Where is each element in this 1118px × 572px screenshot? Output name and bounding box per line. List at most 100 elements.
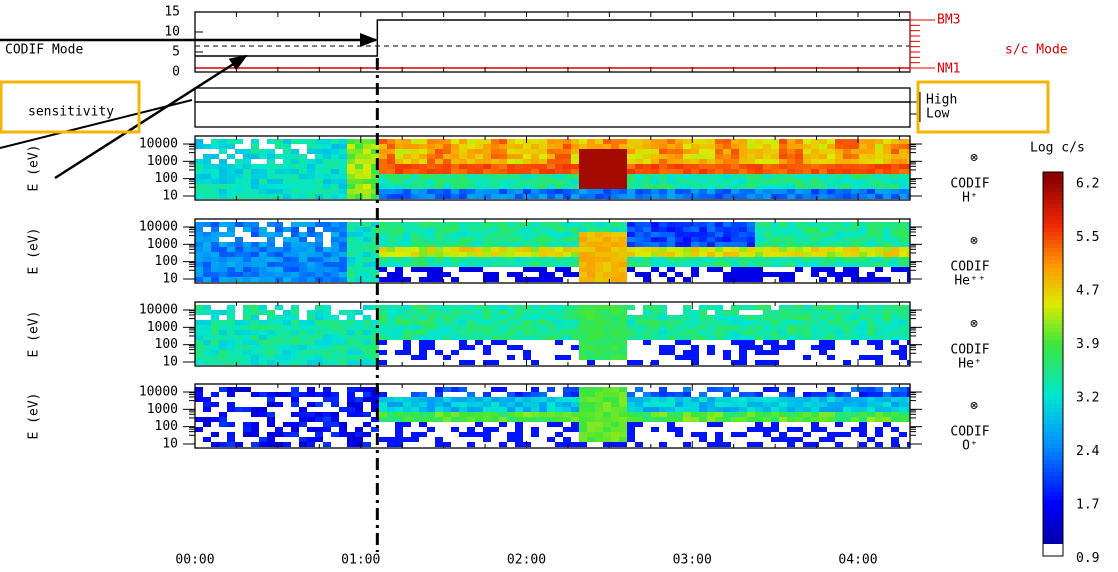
spectrogram-cell: [619, 139, 627, 144]
spectrogram-cell: [459, 237, 467, 242]
spectrogram-cell: [235, 397, 243, 402]
spectrogram-cell: [403, 417, 411, 422]
spectrogram-cell: [203, 360, 211, 365]
spectrogram-cell: [451, 262, 459, 267]
spectrogram-cell: [723, 427, 731, 432]
spectrogram-cell: [515, 305, 523, 310]
spectrogram-cell: [219, 412, 227, 417]
spectrogram-cell: [747, 227, 755, 232]
spectrogram-cell: [443, 232, 451, 237]
spectrogram-cell: [427, 174, 435, 179]
spectrogram-cell: [227, 392, 235, 397]
spectrogram-cell: [555, 310, 563, 315]
spectrogram-cell: [275, 442, 283, 447]
colorbar-label: 0.9: [1076, 551, 1099, 566]
spectrogram-cell: [635, 360, 643, 365]
spectrogram-cell: [475, 345, 483, 350]
spectrogram-cell: [723, 437, 731, 442]
colorbar-label: 5.5: [1076, 230, 1099, 245]
spectrogram-cell: [307, 154, 315, 159]
spectrogram-cell: [411, 397, 419, 402]
spectrogram-cell: [363, 184, 371, 189]
spectrogram-cell: [571, 179, 579, 184]
spectrogram-cell: [883, 149, 891, 154]
spectrogram-cell: [499, 310, 507, 315]
spectrogram-cell: [651, 350, 659, 355]
spectrogram-cell: [667, 169, 675, 174]
spectrogram-cell: [227, 427, 235, 432]
spectrogram-cell: [283, 345, 291, 350]
spectrogram-cell: [363, 189, 371, 194]
spectrogram-cell: [475, 422, 483, 427]
spectrogram-cell: [467, 227, 475, 232]
spectrogram-cell: [891, 360, 899, 365]
spectrogram-cell: [643, 350, 651, 355]
spectrogram-cell: [323, 360, 331, 365]
spectrogram-cell: [755, 432, 763, 437]
spectrogram-cell: [443, 154, 451, 159]
spectrogram-cell: [227, 397, 235, 402]
spectrogram-cell: [755, 305, 763, 310]
spectrogram-cell: [787, 310, 795, 315]
spectrogram-cell: [819, 340, 827, 345]
spectrogram-cell: [259, 325, 267, 330]
spectrogram-cell: [451, 257, 459, 262]
spectrogram-cell: [683, 305, 691, 310]
spectrogram-cell: [219, 397, 227, 402]
spectrogram-cell: [259, 252, 267, 257]
spectrogram-cell: [859, 227, 867, 232]
spectrogram-cell: [811, 247, 819, 252]
spectrogram-cell: [827, 427, 835, 432]
spectrogram-cell: [411, 345, 419, 350]
spectrogram-cell: [235, 242, 243, 247]
spectrogram-cell: [483, 397, 491, 402]
spectrogram-cell: [547, 402, 555, 407]
spectrogram-cell: [419, 237, 427, 242]
spectrogram-cell: [643, 392, 651, 397]
spectrogram-cell: [699, 320, 707, 325]
spectrogram-cell: [275, 159, 283, 164]
spectrogram-cell: [459, 189, 467, 194]
y-tick-label: 10: [162, 189, 178, 204]
spectrogram-cell: [747, 169, 755, 174]
spectrogram-cell: [539, 154, 547, 159]
spectrogram-cell: [443, 432, 451, 437]
spectrogram-cell: [899, 350, 907, 355]
spectrogram-cell: [819, 227, 827, 232]
spectrogram-cell: [803, 272, 811, 277]
spectrogram-cell: [635, 355, 643, 360]
spectrogram-cell: [331, 227, 339, 232]
spectrogram-cell: [827, 222, 835, 227]
spectrogram-cell: [891, 412, 899, 417]
spectrogram-cell: [419, 320, 427, 325]
spectrogram-cell: [267, 247, 275, 252]
spectrogram-cell: [243, 267, 251, 272]
sensitivity-label: sensitivity: [28, 105, 114, 120]
spectrogram-cell: [459, 335, 467, 340]
spectrogram-cell: [555, 164, 563, 169]
spectrogram-cell: [683, 325, 691, 330]
spectrogram-cell: [747, 315, 755, 320]
spectrogram-cell: [547, 397, 555, 402]
spectrogram-cell: [211, 402, 219, 407]
spectrogram-cell: [451, 330, 459, 335]
spectrogram-cell: [379, 164, 387, 169]
spectrogram-cell: [507, 272, 515, 277]
spectrogram-cell: [675, 412, 683, 417]
spectrogram-cell: [723, 169, 731, 174]
spectrogram-cell: [555, 154, 563, 159]
spectrogram-cell: [771, 437, 779, 442]
spectrogram-cell: [395, 154, 403, 159]
spectrogram-cell: [803, 232, 811, 237]
spectrogram-cell: [283, 442, 291, 447]
spectrogram-cell: [291, 315, 299, 320]
spectrogram-cell: [827, 164, 835, 169]
spectrogram-cell: [787, 164, 795, 169]
spectrogram-cell: [275, 164, 283, 169]
spectrogram-cell: [883, 437, 891, 442]
spectrogram-cell: [571, 340, 579, 345]
spectrogram-cell: [411, 184, 419, 189]
spectrogram-cell: [331, 387, 339, 392]
spectrogram-cell: [251, 315, 259, 320]
spectrogram-cell: [315, 335, 323, 340]
